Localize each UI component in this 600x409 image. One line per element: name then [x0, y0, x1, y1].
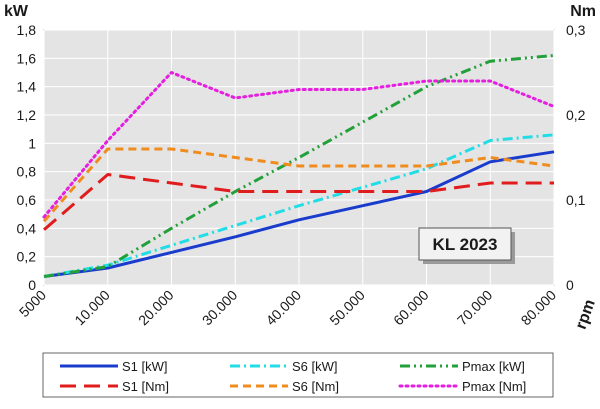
x-tick-label: 20.000 [135, 287, 177, 329]
legend-label: S6 [kW] [292, 359, 338, 374]
y-left-tick-label: 0,2 [17, 249, 37, 265]
series-line [42, 147, 555, 223]
legend-label: Pmax [Nm] [462, 379, 526, 394]
series-line [43, 150, 555, 278]
y-right-ticks: 0 0,1 0,2 0,3 [566, 22, 586, 293]
y-left-tick-label: 0 [28, 277, 36, 293]
legend-label: S6 [Nm] [292, 379, 339, 394]
y-left-ticks: 0 0,2 0,4 0,6 0,8 1 1,2 1,4 1,6 1,8 [17, 22, 37, 293]
y-left-tick-label: 1,2 [17, 107, 37, 123]
y-left-tick-label: 1,6 [17, 50, 37, 66]
series-line [43, 133, 555, 278]
x-unit: rpm [573, 297, 599, 331]
y-right-tick-label: 0 [566, 277, 574, 293]
y-left-tick-label: 0,4 [17, 220, 37, 236]
y-right-unit: Nm [570, 3, 596, 20]
y-left-tick-label: 0,8 [17, 164, 37, 180]
x-tick-label: 30.000 [199, 287, 241, 329]
legend-label: S1 [kW] [122, 359, 168, 374]
badge-box [418, 227, 512, 261]
series-line [43, 173, 554, 231]
legend-label: S1 [Nm] [122, 379, 169, 394]
badge-label: KL 2023 [433, 235, 498, 254]
x-tick-label: 80.000 [518, 287, 560, 329]
legend-box [42, 352, 554, 398]
x-ticks: 5000 10.000 20.000 30.000 40.000 50.000 60.000… [16, 287, 559, 329]
series-line [43, 54, 555, 278]
legend: S1 [kW] S6 [kW] Pmax [kW] S1 [Nm] S6 [Nm] Pma… [60, 359, 526, 394]
series-lines [42, 54, 556, 278]
y-left-tick-label: 1 [28, 135, 36, 151]
x-tick-label: 50.000 [326, 287, 368, 329]
y-right-tick-label: 0,2 [566, 107, 586, 123]
x-tick-label: 40.000 [263, 287, 305, 329]
x-tick-label: 10.000 [71, 287, 113, 329]
y-left-unit: kW [4, 3, 29, 20]
x-tick-label: 70.000 [454, 287, 496, 329]
legend-label: Pmax [kW] [462, 359, 525, 374]
y-right-tick-label: 0,3 [566, 22, 586, 38]
y-left-tick-label: 0,6 [17, 192, 37, 208]
y-left-tick-label: 1,4 [17, 79, 37, 95]
badge: KL 2023 [418, 227, 515, 264]
x-tick-label: 60.000 [390, 287, 432, 329]
y-left-tick-label: 1,8 [17, 22, 37, 38]
y-right-tick-label: 0,1 [566, 192, 586, 208]
series-line [42, 71, 556, 219]
x-tick-label: 5000 [16, 287, 49, 320]
